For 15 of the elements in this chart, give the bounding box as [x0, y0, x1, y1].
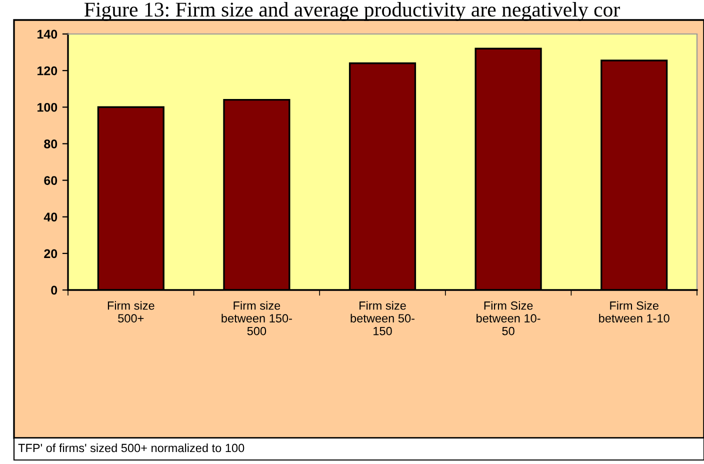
- x-tick-label: Firm size 500+: [108, 301, 154, 322]
- y-tick-label: 60: [44, 176, 58, 185]
- y-tick-label: 140: [38, 30, 58, 39]
- x-tick-label: Firm size between 150- 500: [222, 301, 292, 336]
- x-tick-label: Firm Size between 1-10: [599, 301, 670, 322]
- y-tick-label: 20: [44, 249, 58, 258]
- x-tick-label: Firm Size between 10- 50: [476, 301, 540, 336]
- y-tick-label: 120: [38, 66, 58, 76]
- y-tick-label: 100: [38, 102, 58, 112]
- y-tick-label: 0: [51, 286, 58, 295]
- y-tick-label: 40: [44, 212, 58, 222]
- x-tick-label: Firm size between 50- 150: [350, 301, 414, 336]
- chart-title: Figure 13: Firm size and average productivity are negatively cor: [84, 2, 620, 21]
- text: TFP' of firms' sized 500+ normalized to 100: [18, 444, 244, 452]
- y-tick-label: 80: [44, 140, 58, 148]
